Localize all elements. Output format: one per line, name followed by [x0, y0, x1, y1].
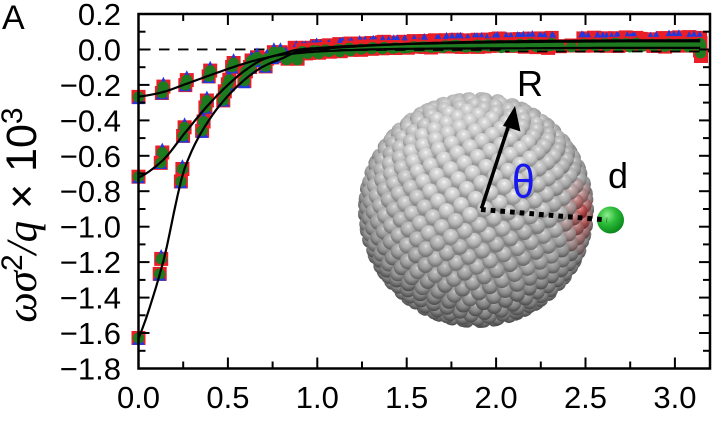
svg-text:−1.0: −1.0	[60, 210, 121, 245]
svg-text:−0.6: −0.6	[60, 139, 121, 174]
svg-text:−1.4: −1.4	[60, 281, 121, 316]
svg-text:−0.2: −0.2	[60, 68, 121, 103]
svg-text:1.0: 1.0	[296, 380, 339, 415]
svg-text:−0.4: −0.4	[60, 103, 121, 138]
svg-text:0.0: 0.0	[78, 33, 121, 68]
svg-text:R: R	[517, 63, 543, 104]
svg-text:2.0: 2.0	[475, 380, 518, 415]
svg-text:ωσ2/q × 103: ωσ2/q × 103	[0, 107, 46, 322]
svg-text:−1.8: −1.8	[60, 352, 121, 387]
svg-text:0.2: 0.2	[78, 0, 121, 32]
svg-text:θ: θ	[512, 156, 535, 208]
svg-text:−1.2: −1.2	[60, 245, 121, 280]
svg-text:0.5: 0.5	[206, 380, 249, 415]
svg-text:3.0: 3.0	[653, 380, 696, 415]
svg-text:−1.6: −1.6	[60, 316, 121, 351]
svg-text:−0.8: −0.8	[60, 174, 121, 209]
svg-text:d: d	[608, 155, 628, 196]
svg-text:A: A	[2, 0, 25, 37]
svg-text:2.5: 2.5	[564, 380, 607, 415]
svg-text:1.5: 1.5	[385, 380, 428, 415]
svg-text:0.0: 0.0	[117, 380, 160, 415]
